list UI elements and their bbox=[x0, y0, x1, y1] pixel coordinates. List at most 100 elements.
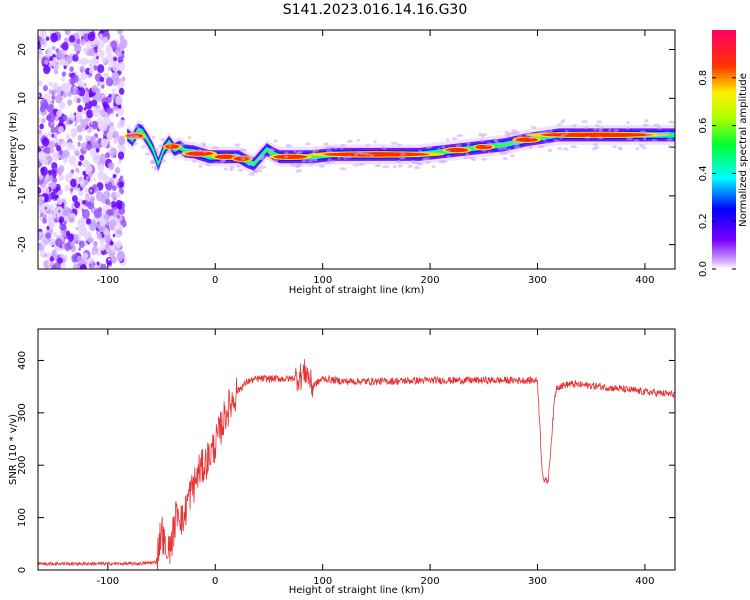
y-tick-label: -10 bbox=[17, 188, 28, 204]
noise-speckle bbox=[111, 88, 116, 94]
noise-speckle bbox=[39, 123, 44, 130]
noise-speckle bbox=[112, 173, 117, 179]
noise-speckle bbox=[92, 153, 101, 164]
ridge-speckle bbox=[545, 141, 549, 145]
noise-speckle bbox=[65, 230, 71, 237]
ridge-speckle bbox=[358, 162, 366, 166]
ridge-speckle bbox=[223, 167, 228, 171]
noise-speckle bbox=[82, 252, 89, 260]
ridge-speckle bbox=[503, 151, 508, 155]
noise-speckle bbox=[72, 90, 76, 96]
ridge-speckle bbox=[343, 156, 347, 160]
ridge-speckle bbox=[185, 150, 189, 154]
noise-speckle bbox=[38, 140, 41, 147]
ridge-speckle bbox=[211, 146, 219, 150]
ridge-speckle bbox=[239, 148, 245, 152]
noise-speckle bbox=[71, 131, 77, 138]
ridge-speckle bbox=[192, 159, 197, 163]
noise-speckle bbox=[79, 263, 87, 269]
noise-speckle bbox=[68, 155, 77, 166]
ridge-speckle bbox=[494, 139, 499, 143]
noise-speckle bbox=[69, 77, 75, 85]
noise-speckle bbox=[87, 31, 96, 42]
ridge-speckle bbox=[397, 164, 403, 168]
y-tick-label: 10 bbox=[17, 92, 28, 105]
ridge-speckle bbox=[158, 144, 164, 148]
ridge-speckle bbox=[516, 133, 522, 137]
noise-speckle bbox=[39, 30, 47, 39]
noise-speckle bbox=[83, 49, 86, 53]
noise-speckle bbox=[47, 170, 51, 174]
ridge-speckle bbox=[299, 163, 303, 167]
y-axis-label: Frequency (Hz) bbox=[8, 112, 19, 188]
ridge-speckle bbox=[136, 129, 143, 133]
noise-speckle bbox=[84, 187, 89, 193]
noise-speckle bbox=[77, 161, 82, 167]
ridge-speckle bbox=[396, 160, 402, 164]
noise-speckle bbox=[42, 217, 48, 224]
noise-speckle bbox=[46, 47, 53, 55]
noise-speckle bbox=[83, 106, 87, 111]
noise-speckle bbox=[91, 264, 95, 269]
ridge-speckle bbox=[644, 133, 651, 137]
ridge-speckle bbox=[134, 124, 140, 128]
noise-speckle bbox=[93, 208, 102, 219]
ridge-speckle bbox=[293, 164, 301, 168]
noise-speckle bbox=[93, 177, 97, 182]
ridge-speckle bbox=[140, 136, 146, 140]
ridge-speckle bbox=[417, 162, 424, 166]
noise-speckle bbox=[58, 125, 64, 134]
noise-speckle bbox=[71, 254, 79, 263]
noise-speckle bbox=[117, 224, 124, 231]
snr-trace bbox=[38, 359, 675, 570]
noise-speckle bbox=[62, 246, 65, 250]
noise-speckle bbox=[87, 237, 92, 243]
noise-speckle bbox=[105, 198, 111, 206]
noise-speckle bbox=[41, 117, 46, 124]
ridge-speckle bbox=[456, 134, 464, 138]
noise-speckle bbox=[109, 219, 117, 229]
noise-speckle bbox=[67, 90, 72, 97]
noise-speckle bbox=[118, 144, 126, 155]
ridge-speckle bbox=[293, 149, 297, 153]
ridge-speckle bbox=[258, 157, 265, 161]
ridge-speckle bbox=[298, 169, 302, 173]
noise-speckle bbox=[53, 134, 57, 139]
ridge-core bbox=[165, 144, 180, 149]
ridge-speckle bbox=[407, 164, 413, 168]
ridge-core bbox=[515, 137, 538, 142]
ridge-speckle bbox=[284, 155, 289, 159]
noise-speckle bbox=[73, 164, 77, 168]
y-tick-label: 100 bbox=[17, 508, 28, 527]
noise-speckle bbox=[115, 191, 122, 199]
ridge-speckle bbox=[259, 165, 267, 169]
ridge-speckle bbox=[656, 126, 662, 130]
colorbar-tick-label: 0.0 bbox=[698, 261, 709, 277]
noise-speckle bbox=[68, 34, 76, 43]
noise-speckle bbox=[110, 255, 117, 264]
ridge-speckle bbox=[198, 164, 203, 168]
ridge-speckle bbox=[195, 149, 203, 153]
noise-speckle bbox=[121, 76, 126, 82]
ridge-speckle bbox=[365, 143, 370, 147]
ridge-speckle bbox=[393, 165, 397, 169]
noise-speckle bbox=[99, 76, 105, 83]
noise-speckle bbox=[61, 60, 69, 69]
noise-speckle bbox=[75, 226, 79, 231]
noise-speckle bbox=[106, 221, 110, 226]
noise-speckle bbox=[111, 71, 120, 82]
ridge-speckle bbox=[151, 135, 156, 139]
noise-speckle bbox=[41, 196, 45, 201]
ridge-core bbox=[445, 147, 469, 153]
ridge-speckle bbox=[369, 154, 374, 158]
ridge-speckle bbox=[160, 137, 165, 141]
noise-speckle bbox=[86, 109, 94, 119]
ridge-speckle bbox=[324, 146, 332, 150]
ridge-speckle bbox=[560, 120, 564, 124]
noise-speckle bbox=[82, 200, 86, 205]
ridge-speckle bbox=[570, 145, 578, 149]
ridge-speckle bbox=[236, 164, 241, 168]
frequency-ridge bbox=[123, 118, 675, 176]
ridge-speckle bbox=[397, 143, 402, 147]
